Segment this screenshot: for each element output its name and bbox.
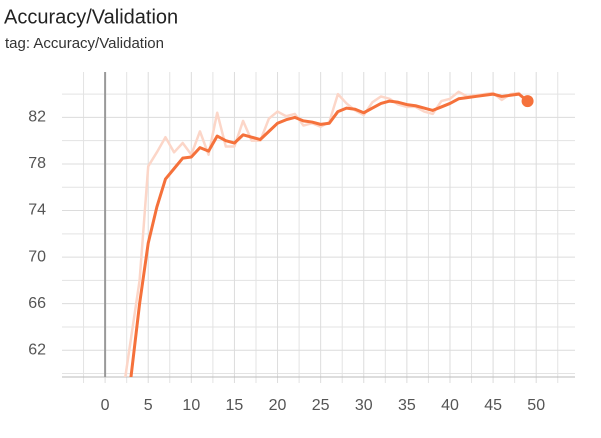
y-tick-label: 62 [28, 341, 46, 358]
x-tick-label: 10 [182, 397, 200, 414]
chart-title: Accuracy/Validation [4, 6, 178, 28]
x-tick-label: 35 [398, 397, 416, 414]
chart-subtitle: tag: Accuracy/Validation [5, 35, 164, 52]
y-tick-label: 78 [28, 155, 46, 172]
y-tick-label: 66 [28, 295, 46, 312]
x-tick-label: 0 [101, 397, 110, 414]
y-tick-label: 74 [28, 202, 46, 219]
x-tick-label: 45 [484, 397, 502, 414]
series-line [129, 92, 529, 377]
plot-area [124, 90, 529, 377]
x-tick-label: 50 [527, 397, 545, 414]
end-marker [521, 95, 534, 108]
series-line [124, 90, 529, 377]
x-tick-label: 30 [355, 397, 373, 414]
y-tick-label: 70 [28, 248, 46, 265]
x-tick-label: 15 [226, 397, 244, 414]
x-tick-label: 25 [312, 397, 330, 414]
x-tick-label: 40 [441, 397, 459, 414]
x-tick-label: 5 [144, 397, 153, 414]
x-tick-label: 20 [269, 397, 287, 414]
y-tick-label: 82 [28, 109, 46, 126]
